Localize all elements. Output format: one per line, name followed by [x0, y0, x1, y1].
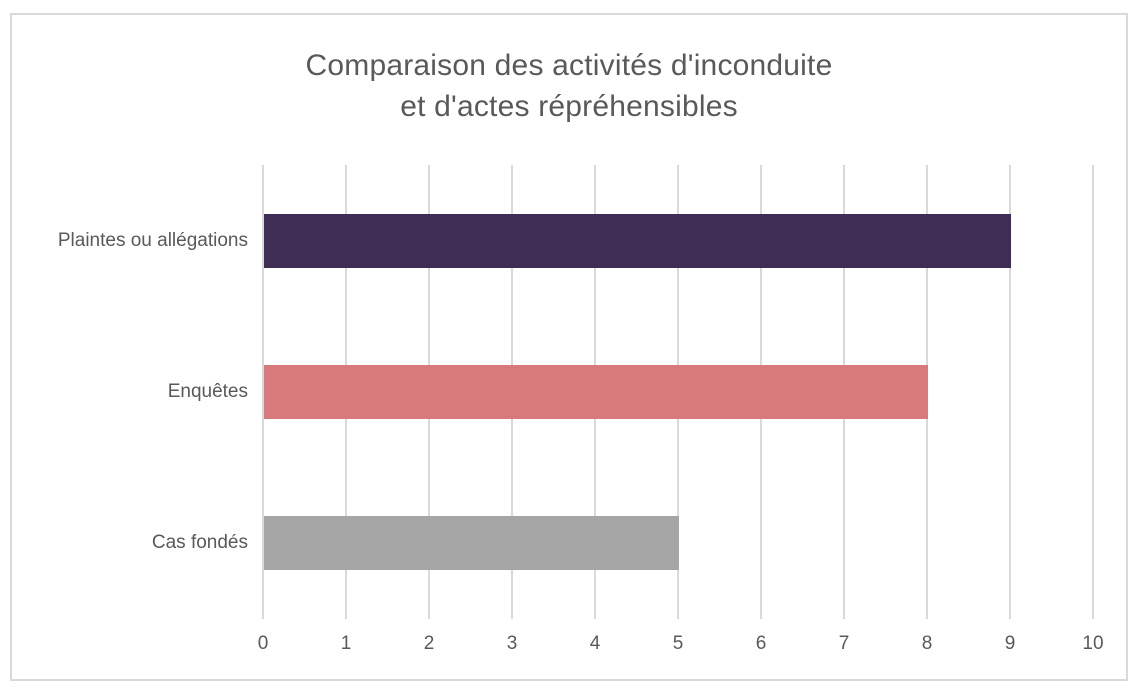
category-label: Plaintes ou allégations — [57, 229, 248, 251]
chart-title: Comparaison des activités d'inconduite e… — [12, 45, 1126, 127]
chart-title-line-2: et d'actes répréhensibles — [400, 90, 738, 123]
gridline — [1092, 165, 1094, 619]
x-axis-tick-label: 2 — [423, 633, 435, 654]
x-axis-tick-label: 7 — [838, 633, 850, 654]
x-axis-tick-label: 9 — [1004, 633, 1016, 654]
bar — [264, 213, 1011, 268]
category-label: Enquêtes — [167, 381, 248, 402]
x-axis-tick-label: 8 — [921, 633, 933, 654]
x-axis-tick-label: 10 — [1082, 633, 1104, 654]
category-label: Cas fondés — [151, 532, 248, 554]
chart-frame: Comparaison des activités d'inconduite e… — [10, 13, 1128, 681]
x-axis-tick-label: 3 — [506, 633, 518, 654]
x-axis-tick-label: 6 — [755, 633, 767, 654]
plot-area: 0 1 2 3 4 5 6 7 8 9 10 Plaintes ou allégations Enquê… — [58, 165, 1104, 654]
bar — [264, 516, 679, 571]
bar — [264, 365, 928, 419]
x-axis-tick-label: 4 — [589, 633, 601, 654]
chart-title-line-1: Comparaison des activités d'inconduite — [305, 49, 833, 82]
x-axis-tick-label: 5 — [672, 633, 684, 654]
x-axis-tick-label: 0 — [257, 633, 269, 654]
gridline — [1009, 165, 1011, 619]
gridline — [262, 165, 264, 619]
x-axis-tick-label: 1 — [340, 633, 352, 654]
